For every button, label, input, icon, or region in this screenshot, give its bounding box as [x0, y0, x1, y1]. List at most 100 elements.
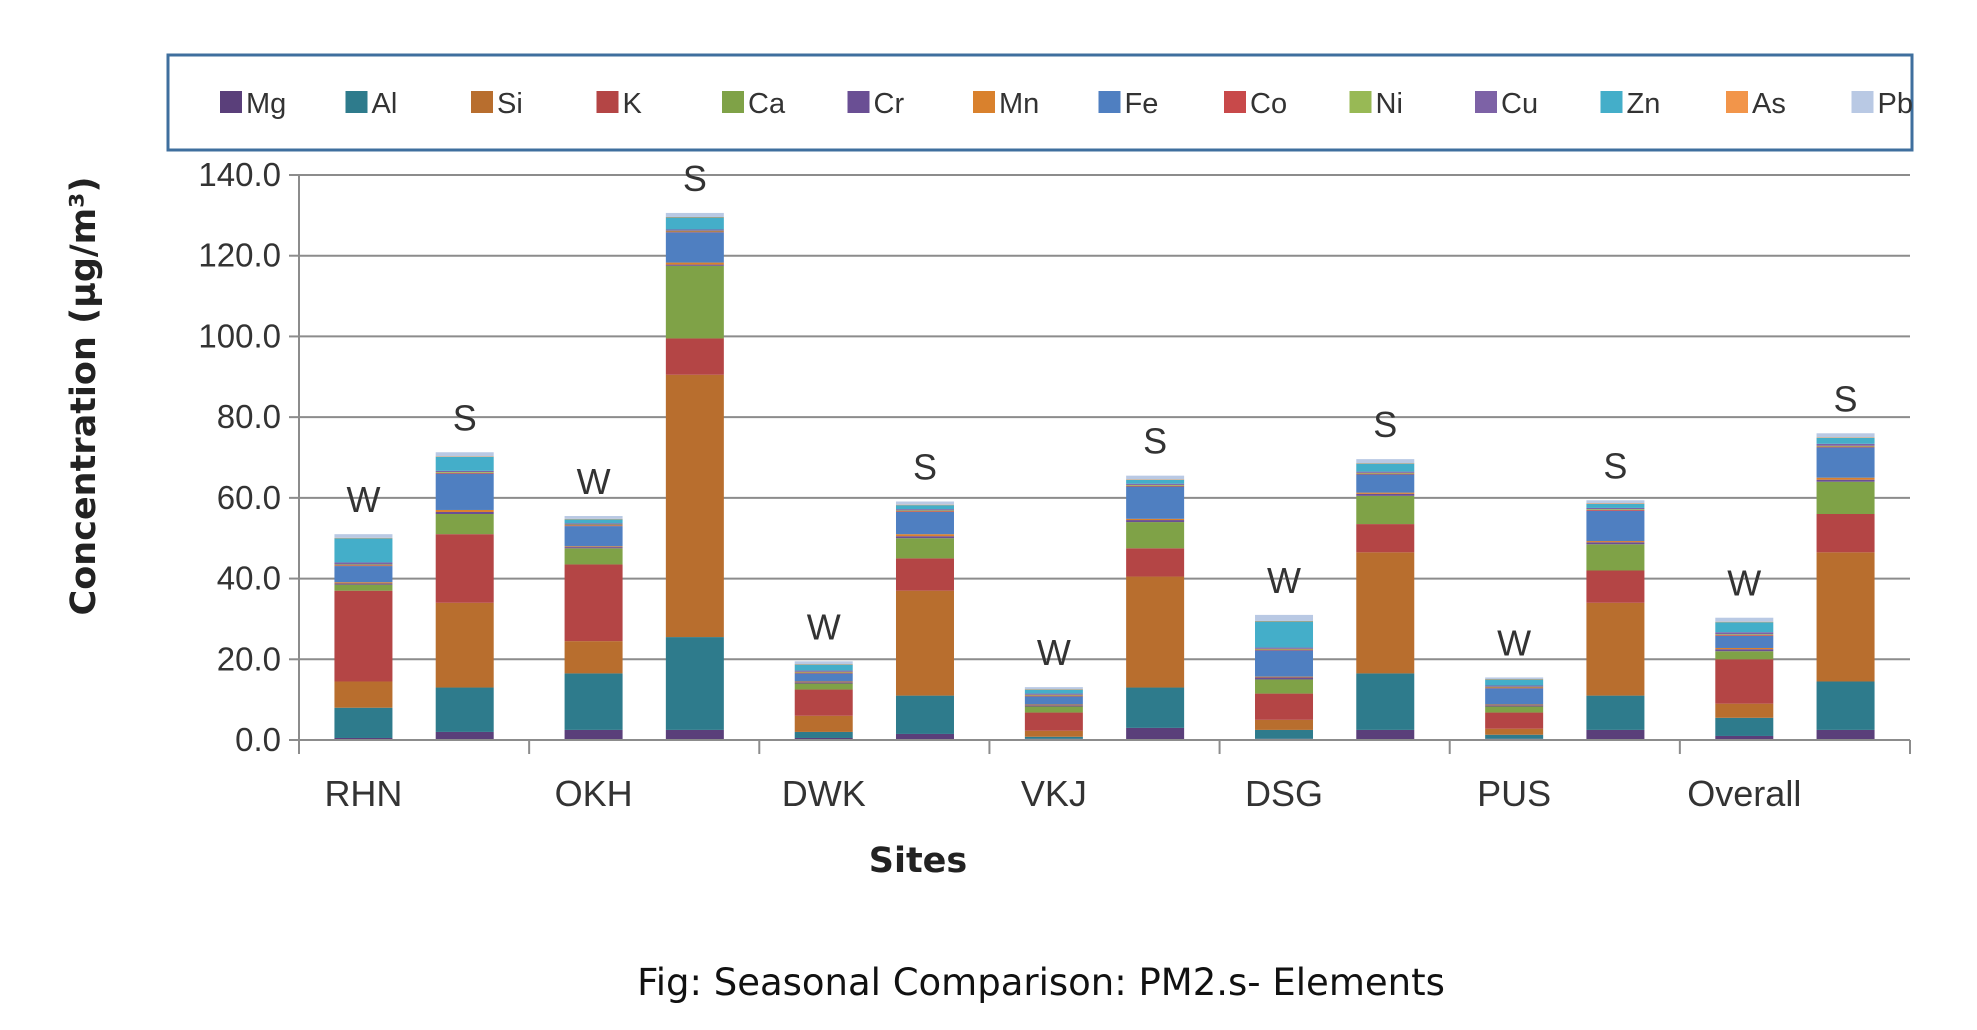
bar-segment-mg	[1715, 735, 1774, 740]
bar-segment-zn	[564, 519, 623, 524]
bar-segment-k	[794, 689, 853, 716]
bar-segment-mn	[334, 582, 393, 584]
gridlines	[299, 174, 1910, 661]
bar-segment-cr	[1356, 493, 1415, 496]
bar-segment-co	[334, 565, 393, 567]
bar-segment-pb	[1255, 614, 1314, 621]
bar-segment-pb	[1485, 677, 1544, 680]
bar-segment-al	[895, 695, 954, 734]
legend-label: Ni	[1376, 88, 1403, 120]
bar-segment-ca	[1126, 522, 1185, 549]
bar-segment-as	[1586, 503, 1645, 505]
bar-segment-cr	[895, 536, 954, 539]
bar-segment-mg	[794, 737, 853, 740]
bar-segment-zn	[1126, 479, 1185, 484]
legend-swatch	[1475, 91, 1497, 113]
bar-segment-fe	[334, 566, 393, 583]
bar-segment-mg	[895, 733, 954, 740]
bar-segment-al	[1024, 736, 1083, 739]
bar-segment-ca	[895, 538, 954, 559]
season-label: S	[683, 158, 707, 199]
bar-segment-cu	[564, 523, 623, 525]
legend-swatch	[1098, 91, 1121, 113]
y-tick-label: 60.0	[217, 479, 281, 516]
bar-segment-pb	[1816, 433, 1875, 438]
legend-label: Si	[497, 88, 523, 120]
legend-swatch	[1851, 91, 1874, 113]
bar-segment-ni	[1485, 686, 1544, 688]
bar-segment-pb	[895, 501, 954, 505]
bar-segment-mn	[1126, 518, 1185, 521]
bar-segment-mn	[1255, 676, 1314, 678]
bar-segment-al	[794, 731, 853, 738]
bar-segment-mn	[1586, 541, 1645, 543]
bar-segment-co	[1255, 649, 1314, 651]
bar-segment-pb	[564, 516, 623, 519]
bar-segment-cu	[1816, 443, 1875, 446]
bar-segment-cu	[1715, 632, 1774, 635]
bar-segment-cu	[435, 470, 494, 473]
bar-segment-al	[334, 707, 393, 738]
bar-segment-mn	[794, 681, 853, 683]
bar-segment-zn	[794, 664, 853, 671]
bar-segment-as	[1356, 463, 1415, 464]
bar-segment-ni	[1024, 694, 1083, 696]
bar-segment-zn	[665, 217, 724, 230]
bar-segment-si	[665, 374, 724, 638]
bar-segment-ni	[1255, 648, 1314, 650]
bar-segment-si	[334, 681, 393, 708]
legend-label: As	[1752, 88, 1786, 120]
bar-segment-mn	[1715, 647, 1774, 650]
bar-segment-si	[1586, 602, 1645, 696]
bar-segment-zn	[1816, 437, 1875, 444]
bar-segment-co	[1356, 473, 1415, 475]
bar-segment-ni	[794, 671, 853, 673]
x-tick-label: Overall	[1687, 773, 1801, 814]
y-tick-label: 40.0	[217, 560, 281, 597]
bar-segment-fe	[895, 511, 954, 535]
bar-segment-cr	[564, 547, 623, 549]
bar-segment-fe	[435, 473, 494, 510]
bar-segment-ca	[1715, 651, 1774, 660]
bar-segment-pb	[1024, 687, 1083, 690]
bar-segment-ca	[1024, 706, 1083, 713]
bar-segment-as	[1024, 689, 1083, 690]
bar-segment-co	[1816, 446, 1875, 448]
bar-segment-as	[334, 537, 393, 539]
bar-segment-k	[564, 564, 623, 642]
season-label: S	[1603, 445, 1627, 486]
x-tick-label: DWK	[782, 773, 866, 814]
legend-swatch	[345, 91, 368, 113]
bar-segment-co	[1485, 687, 1544, 689]
y-tick-label: 140.0	[198, 156, 281, 193]
bar-segment-al	[665, 637, 724, 730]
bar-segment-fe	[1126, 486, 1185, 519]
bar-segment-fe	[1356, 474, 1415, 493]
season-label: S	[453, 397, 477, 438]
legend-label: Al	[372, 88, 398, 120]
bar-segment-si	[1485, 728, 1544, 735]
bar-segment-as	[1816, 437, 1875, 438]
bar-segment-k	[1024, 712, 1083, 731]
bar-segment-as	[435, 456, 494, 457]
y-tick-label: 80.0	[217, 398, 281, 435]
bar-segment-k	[1816, 514, 1875, 553]
bar-segment-mn	[1485, 704, 1544, 706]
bar-segment-ca	[1586, 544, 1645, 571]
bar-segment-si	[1816, 552, 1875, 682]
bar-segment-cu	[1485, 685, 1544, 687]
bar-segment-mn	[1356, 492, 1415, 494]
bar-segment-cu	[1356, 471, 1415, 473]
bar-segment-fe	[794, 673, 853, 682]
bar-segment-k	[1586, 570, 1645, 603]
bar-segment-ni	[895, 510, 954, 512]
bar-segment-fe	[665, 232, 724, 263]
bar-segment-mn	[1816, 477, 1875, 480]
bar-segment-as	[564, 518, 623, 520]
legend-swatch	[220, 91, 242, 113]
season-label: W	[1037, 632, 1071, 673]
bar-segment-cr	[1816, 479, 1875, 482]
bar-segment-fe	[1255, 650, 1314, 677]
legend-swatch	[596, 91, 619, 113]
